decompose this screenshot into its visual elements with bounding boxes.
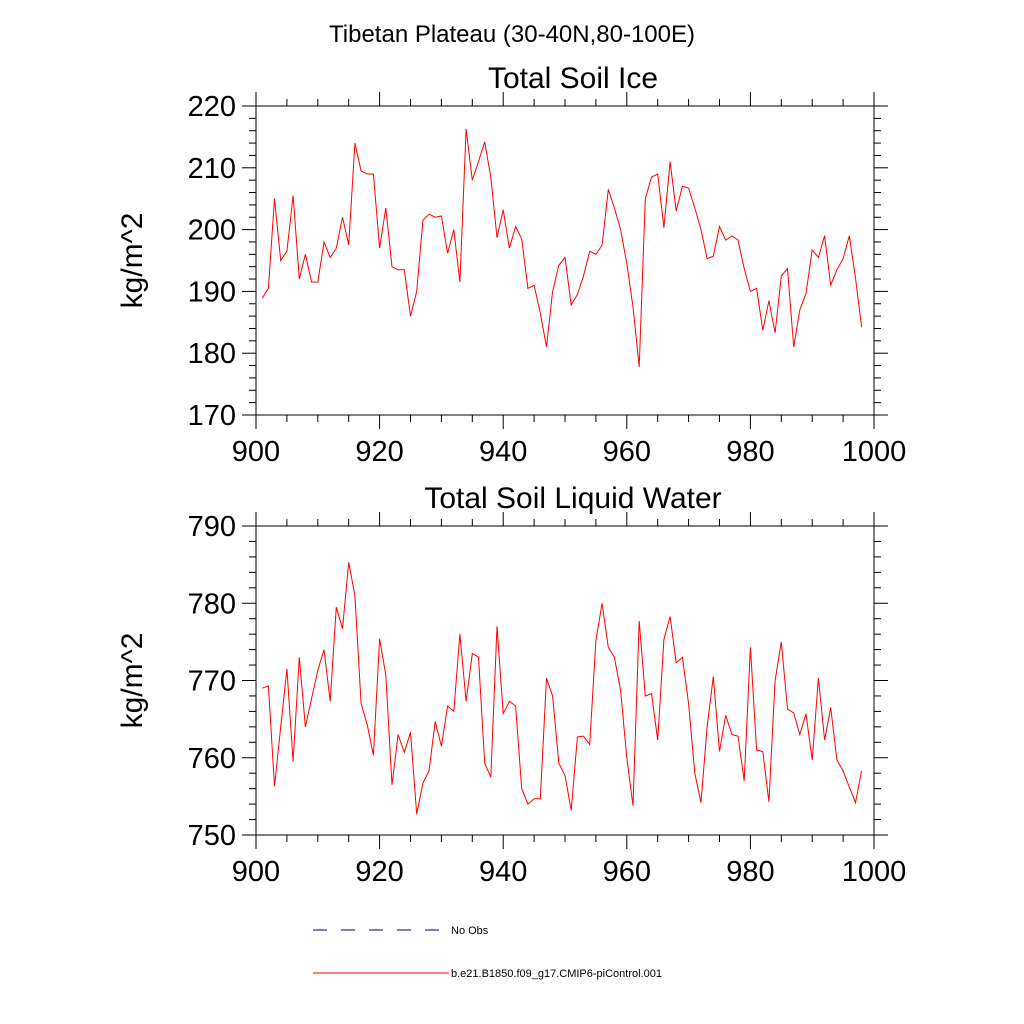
y-tick-label: 790 [188, 511, 236, 543]
y-tick-label: 760 [188, 743, 236, 775]
y-tick-label: 780 [188, 588, 236, 620]
y-axis-label: kg/m^2 [116, 213, 149, 309]
series-line-1 [262, 562, 863, 815]
y-tick-label: 180 [188, 338, 236, 370]
chart-title: Total Soil Liquid Water [424, 482, 721, 515]
legend-label-2: b.e21.B1850.f09_g17.CMIP6-piControl.001 [451, 968, 662, 980]
x-tick-label: 960 [603, 856, 651, 888]
plot-frame [255, 525, 875, 836]
y-tick-label: 770 [188, 666, 236, 698]
x-tick-label: 940 [479, 856, 527, 888]
chart-panel-1: Total Soil Ice 170 180 190 200 210 220 900 920 94… [116, 62, 906, 468]
x-tick-label: 980 [726, 856, 774, 888]
chart-title: Total Soil Ice [488, 62, 658, 95]
x-tick-label: 980 [726, 436, 774, 468]
y-tick-label: 750 [188, 820, 236, 852]
x-tick-label: 1000 [842, 436, 907, 468]
y-tick-label: 200 [188, 215, 236, 247]
y-tick-label: 170 [188, 400, 236, 432]
y-axis-label: kg/m^2 [116, 633, 149, 729]
chart-panel-2: Total Soil Liquid Water 750 760 770 780 790 90… [116, 482, 906, 888]
x-tick-label: 900 [232, 856, 280, 888]
x-tick-label: 940 [479, 436, 527, 468]
x-tick-label: 920 [355, 436, 403, 468]
y-tick-label: 190 [188, 276, 236, 308]
legend-label-1: No Obs [451, 925, 489, 937]
x-tick-label: 1000 [842, 856, 907, 888]
x-tick-label: 900 [232, 436, 280, 468]
y-tick-label: 210 [188, 153, 236, 185]
x-tick-label: 960 [603, 436, 651, 468]
legend: No Obs b.e21.B1850.f09_g17.CMIP6-piContro… [313, 925, 662, 980]
figure-suptitle: Tibetan Plateau (30-40N,80-100E) [329, 21, 695, 48]
series-line-1 [261, 128, 863, 367]
x-tick-label: 920 [355, 856, 403, 888]
y-tick-label: 220 [188, 91, 236, 123]
